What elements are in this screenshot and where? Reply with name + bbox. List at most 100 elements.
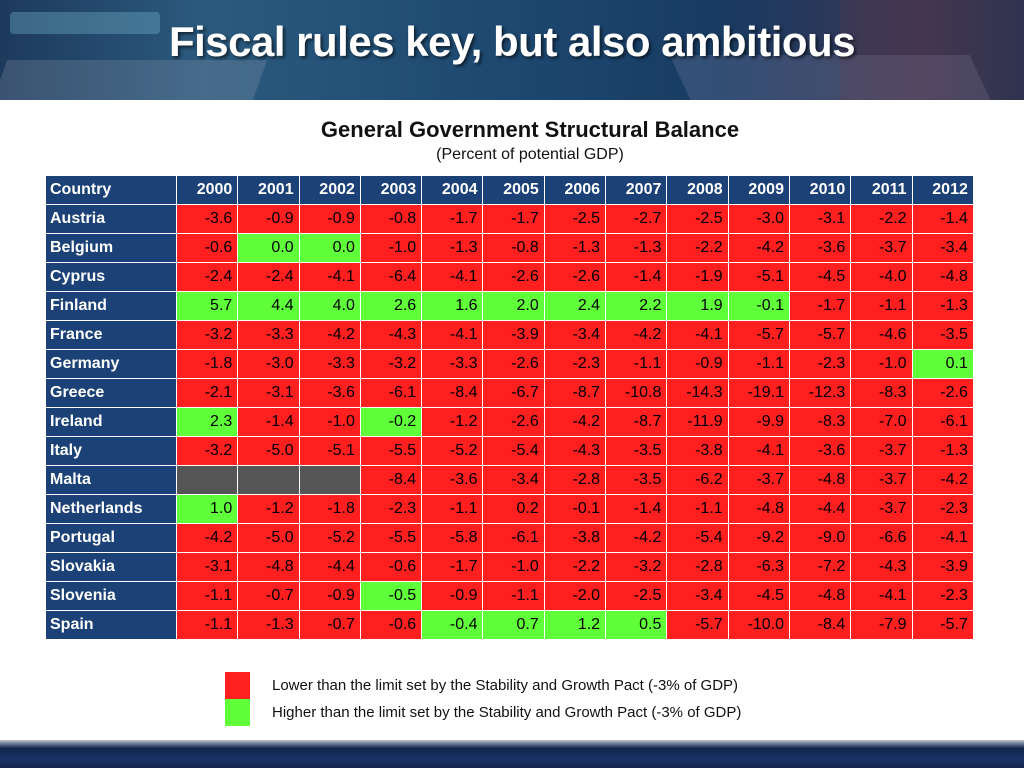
value-cell-above-limit: 0.0 — [237, 233, 300, 263]
value-cell-below-limit: -1.1 — [850, 291, 913, 321]
value-cell-above-limit: -0.4 — [421, 610, 484, 640]
table-title: General Government Structural Balance — [320, 117, 740, 142]
legend-swatch — [225, 672, 250, 699]
value-cell-below-limit: -3.4 — [911, 233, 974, 263]
value-cell-below-limit: -3.9 — [482, 320, 545, 350]
value-cell-below-limit: -9.0 — [788, 523, 852, 553]
value-cell-below-limit: -4.5 — [727, 581, 790, 611]
value-cell-below-limit: -8.4 — [788, 610, 852, 640]
legend-label: Lower than the limit set by the Stabilit… — [272, 677, 739, 694]
value-cell-above-limit: 0.0 — [298, 233, 361, 263]
value-cell-above-limit: 1.9 — [666, 291, 729, 321]
value-cell-above-limit: 2.2 — [605, 291, 668, 321]
country-name: Austria — [45, 204, 177, 234]
value-cell-below-limit: -1.3 — [911, 436, 974, 466]
value-cell-below-limit: -4.1 — [298, 262, 361, 292]
value-cell-below-limit: -3.5 — [605, 465, 668, 495]
value-cell-below-limit: -3.4 — [666, 581, 729, 611]
banner-decoration — [10, 12, 160, 34]
value-cell-below-limit: -9.2 — [727, 523, 790, 553]
value-cell-below-limit: -3.6 — [788, 436, 852, 466]
value-cell-below-limit: -12.3 — [788, 378, 852, 408]
value-cell-below-limit: -2.4 — [175, 262, 239, 292]
column-header-year: 2003 — [359, 175, 423, 205]
value-cell-below-limit: -3.6 — [298, 378, 361, 408]
column-header-year: 2007 — [605, 175, 668, 205]
value-cell-below-limit: -5.7 — [788, 320, 852, 350]
country-name: Slovakia — [45, 552, 177, 582]
value-cell-below-limit: -1.3 — [911, 291, 974, 321]
value-cell-below-limit: -5.0 — [237, 436, 300, 466]
value-cell-below-limit: -1.3 — [605, 233, 668, 263]
value-cell-below-limit: -2.2 — [543, 552, 607, 582]
value-cell-below-limit: -1.1 — [666, 494, 729, 524]
value-cell-below-limit: -1.1 — [175, 610, 239, 640]
value-cell-below-limit: -7.9 — [850, 610, 913, 640]
country-name: Portugal — [45, 523, 177, 553]
value-cell-below-limit: -2.2 — [850, 204, 913, 234]
structural-balance-table: Country 2000 2001 2002 2003 2004 2005 2006 2007 2… — [45, 175, 974, 640]
column-header-year: 2001 — [237, 175, 300, 205]
value-cell-below-limit: -3.2 — [605, 552, 668, 582]
value-cell-below-limit: -3.3 — [421, 349, 484, 379]
value-cell-above-limit: 1.2 — [543, 610, 607, 640]
value-cell-below-limit: -9.9 — [727, 407, 790, 437]
value-cell-below-limit: -4.2 — [605, 523, 668, 553]
country-name: Finland — [45, 291, 177, 321]
value-cell-below-limit: -0.7 — [298, 610, 361, 640]
value-cell-above-limit: 1.6 — [421, 291, 484, 321]
column-header-country: Country — [45, 175, 177, 205]
value-cell-below-limit: -4.0 — [850, 262, 913, 292]
column-header-year: 2012 — [911, 175, 974, 205]
country-name: Greece — [45, 378, 177, 408]
country-name: Netherlands — [45, 494, 177, 524]
no-data-cell — [237, 465, 300, 495]
table-row: Austria -3.6 -0.9 -0.9 -0.8 -1.7 -1.7 -2.5 -2.7-… — [45, 204, 974, 234]
value-cell-below-limit: -1.4 — [605, 494, 668, 524]
value-cell-below-limit: -3.6 — [421, 465, 484, 495]
value-cell-below-limit: -3.0 — [727, 204, 790, 234]
value-cell-below-limit: -3.2 — [359, 349, 423, 379]
value-cell-below-limit: -11.9 — [666, 407, 729, 437]
banner-decoration — [0, 60, 268, 100]
country-name: France — [45, 320, 177, 350]
table-row: Slovenia -1.1 -0.7 -0.9 -0.5 -0.9 -1.1 -2.0 -2.5… — [45, 581, 974, 611]
value-cell-above-limit: 2.0 — [482, 291, 545, 321]
value-cell-below-limit: -0.8 — [359, 204, 423, 234]
table-subtitle: (Percent of potential GDP) — [436, 146, 624, 163]
value-cell-below-limit: -3.4 — [482, 465, 545, 495]
value-cell-below-limit: -4.3 — [359, 320, 423, 350]
value-cell-below-limit: -6.3 — [727, 552, 790, 582]
value-cell-below-limit: -1.8 — [298, 494, 361, 524]
value-cell-below-limit: -5.2 — [298, 523, 361, 553]
value-cell-below-limit: -3.7 — [850, 494, 913, 524]
value-cell-below-limit: -4.1 — [727, 436, 790, 466]
column-header-year: 2005 — [482, 175, 545, 205]
value-cell-below-limit: -1.0 — [298, 407, 361, 437]
table-row: Belgium -0.6 0.0 0.0 -1.0 -1.3 -0.8 -1.3 -1.3 -2.… — [45, 233, 974, 263]
table-row: Cyprus -2.4 -2.4 -4.1 -6.4 -4.1 -2.6 -2.6 -1.4 -1… — [45, 262, 974, 292]
value-cell-below-limit: -8.4 — [359, 465, 423, 495]
value-cell-below-limit: -6.1 — [359, 378, 423, 408]
value-cell-below-limit: -1.2 — [421, 407, 484, 437]
value-cell-below-limit: -2.7 — [605, 204, 668, 234]
value-cell-below-limit: -3.7 — [850, 465, 913, 495]
value-cell-below-limit: -2.3 — [359, 494, 423, 524]
value-cell-below-limit: -3.7 — [850, 233, 913, 263]
table-row: Slovakia -3.1 -4.8 -4.4 -0.6 -1.7 -1.0 -2.2 -3.2… — [45, 552, 974, 582]
value-cell-below-limit: -6.2 — [666, 465, 729, 495]
value-cell-below-limit: -5.2 — [421, 436, 484, 466]
country-name: Malta — [45, 465, 177, 495]
value-cell-below-limit: -1.1 — [175, 581, 239, 611]
value-cell-below-limit: -8.3 — [788, 407, 852, 437]
value-cell-below-limit: -1.0 — [482, 552, 545, 582]
column-header-year: 2008 — [666, 175, 729, 205]
value-cell-below-limit: -3.1 — [237, 378, 300, 408]
value-cell-below-limit: -2.5 — [605, 581, 668, 611]
value-cell-below-limit: -4.3 — [543, 436, 607, 466]
title-banner: Fiscal rules key, but also ambitious — [0, 0, 1024, 100]
value-cell-below-limit: -5.1 — [298, 436, 361, 466]
value-cell-below-limit: -5.8 — [421, 523, 484, 553]
value-cell-below-limit: -5.4 — [666, 523, 729, 553]
footer-bar — [0, 740, 1024, 768]
